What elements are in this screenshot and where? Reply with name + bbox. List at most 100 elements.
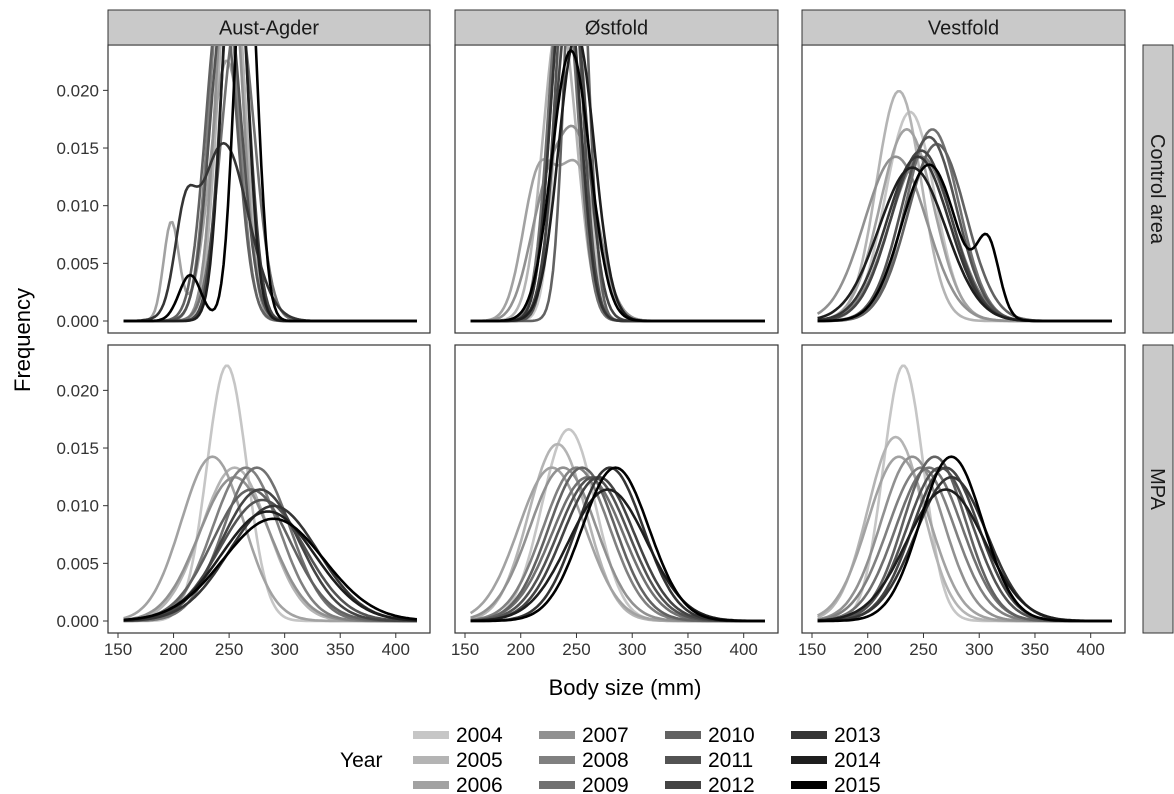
legend-swatch (539, 781, 575, 789)
x-tick-label: 150 (798, 640, 826, 659)
legend-swatch (791, 781, 827, 789)
legend-item-2011: 2011 (665, 749, 753, 772)
legend-item-2004: 2004 (413, 724, 503, 747)
legend-swatch (539, 756, 575, 764)
legend-swatch (665, 731, 701, 739)
panel-frame (107, 344, 431, 634)
strip-ostfold: Østfold (454, 9, 779, 46)
legend-label: 2012 (708, 774, 755, 794)
panel-ostfold-mpa (454, 344, 779, 634)
x-tick-label: 250 (562, 640, 590, 659)
series-lines (816, 90, 1112, 323)
strip-mpa: MPA (1142, 344, 1174, 634)
x-tick-label: 350 (1021, 640, 1049, 659)
legend-swatch (665, 756, 701, 764)
legend-swatch (413, 781, 449, 789)
x-tick-label: 200 (854, 640, 882, 659)
panel-ostfold-control-area (454, 44, 779, 334)
x-tick-label: 250 (215, 640, 243, 659)
strip-label: Østfold (585, 18, 648, 40)
x-tick-label: 400 (382, 640, 410, 659)
strip-label: Aust-Agder (219, 18, 319, 40)
x-tick-label: 300 (270, 640, 298, 659)
series-lines (817, 364, 1112, 623)
legend-label: 2015 (834, 774, 881, 794)
legend-swatch (413, 731, 449, 739)
legend-label: 2013 (834, 724, 881, 747)
strip-label: MPA (1146, 468, 1168, 511)
panel-vestfold-mpa (801, 344, 1126, 634)
legend: Year 20042005200620072008200920102011201… (340, 724, 881, 794)
x-tick-label: 200 (507, 640, 535, 659)
series-lines (470, 46, 765, 323)
x-tick-label: 400 (1077, 640, 1105, 659)
legend-label: 2007 (582, 724, 629, 747)
strip-background (454, 9, 779, 46)
legend-item-2006: 2006 (413, 774, 503, 794)
panel-vestfold-control-area (801, 44, 1126, 334)
panels-layer (107, 44, 1126, 634)
legend-item-2014: 2014 (791, 749, 881, 772)
y-tick-label: 0.015 (56, 439, 99, 458)
x-tick-label: 150 (104, 640, 132, 659)
legend-label: 2005 (456, 749, 503, 772)
legend-label: 2004 (456, 724, 503, 747)
series-line-2012 (123, 488, 417, 623)
strip-background (1142, 344, 1174, 634)
legend-label: 2014 (834, 749, 881, 772)
legend-label: 2006 (456, 774, 503, 794)
series-line-2015 (123, 517, 418, 622)
panel-aust-agder-mpa (107, 344, 431, 634)
x-tick-label: 200 (159, 640, 187, 659)
x-tick-label: 300 (618, 640, 646, 659)
legend-swatch (539, 731, 575, 739)
panel-frame (454, 44, 779, 334)
legend-item-2015: 2015 (791, 774, 881, 794)
strip-label: Control area (1146, 134, 1168, 245)
series-line-2015 (123, 46, 417, 323)
y-tick-label: 0.005 (56, 254, 99, 273)
series-line-2015 (817, 455, 1112, 623)
series-lines (123, 364, 418, 623)
legend-swatch (665, 781, 701, 789)
y-tick-label: 0.000 (56, 612, 99, 631)
legend-item-2010: 2010 (665, 724, 755, 747)
strip-aust-agder: Aust-Agder (107, 9, 431, 46)
legend-item-2005: 2005 (413, 749, 503, 772)
legend-item-2012: 2012 (665, 774, 755, 794)
x-tick-label: 250 (909, 640, 937, 659)
y-tick-label: 0.020 (56, 81, 99, 100)
strip-label: Vestfold (928, 18, 999, 40)
series-lines (469, 428, 765, 623)
series-line-2015 (470, 49, 765, 323)
x-tick-label: 300 (965, 640, 993, 659)
y-tick-label: 0.000 (56, 312, 99, 331)
y-axis-title: Frequency (10, 288, 35, 392)
y-tick-label: 0.010 (56, 197, 99, 216)
legend-label: 2008 (582, 749, 629, 772)
legend-swatch (791, 731, 827, 739)
series-lines (123, 46, 417, 323)
strip-background (107, 9, 431, 46)
y-tick-label: 0.010 (56, 497, 99, 516)
strip-control-area: Control area (1142, 44, 1174, 334)
x-tick-label: 350 (674, 640, 702, 659)
x-tick-label: 400 (730, 640, 758, 659)
x-tick-label: 350 (326, 640, 354, 659)
legend-item-2008: 2008 (539, 749, 629, 772)
legend-swatch (791, 756, 827, 764)
panel-frame (107, 44, 431, 334)
panel-aust-agder-control-area (107, 44, 431, 334)
legend-item-2013: 2013 (791, 724, 881, 747)
legend-title: Year (340, 749, 382, 772)
y-tick-label: 0.020 (56, 381, 99, 400)
y-tick-label: 0.015 (56, 139, 99, 158)
x-axis-title: Body size (mm) (549, 675, 702, 700)
panel-frame (801, 44, 1126, 334)
legend-label: 2009 (582, 774, 629, 794)
series-line-2015 (817, 163, 1112, 323)
strips-layer: Aust-Agder Østfold Vestfold Control area MPA (107, 9, 1174, 634)
legend-swatch (413, 756, 449, 764)
